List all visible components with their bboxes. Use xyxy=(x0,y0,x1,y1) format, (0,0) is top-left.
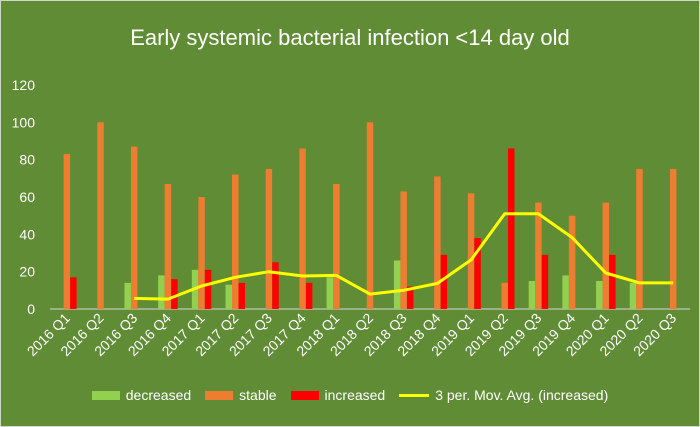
legend-label-stable: stable xyxy=(239,387,277,403)
bar-stable xyxy=(467,193,475,309)
bar-increased xyxy=(171,279,178,309)
bar-decreased xyxy=(225,284,233,309)
bar-stable xyxy=(400,191,407,309)
legend-item-increased: increased xyxy=(290,387,386,403)
bar-increased xyxy=(272,262,279,309)
chart-title: Early systemic bacterial infection <14 d… xyxy=(130,25,570,50)
bar-stable xyxy=(299,148,306,309)
bar-decreased xyxy=(326,277,334,309)
y-tick-label: 20 xyxy=(19,264,35,280)
bar-increased xyxy=(474,238,481,309)
bar-increased xyxy=(440,254,448,309)
bar-stable xyxy=(535,202,542,309)
bar-stable xyxy=(366,122,374,309)
bar-stable xyxy=(636,169,643,309)
bar-stable xyxy=(198,197,205,309)
bar-stable xyxy=(130,146,138,309)
y-tick-label: 0 xyxy=(27,301,35,317)
legend-swatch-decreased xyxy=(91,390,120,400)
y-tick-label: 60 xyxy=(19,189,35,205)
bar-decreased xyxy=(528,281,536,309)
legend-label-increased: increased xyxy=(324,387,386,403)
legend-label-moving-average: 3 per. Mov. Avg. (increased) xyxy=(435,387,609,403)
bar-stable xyxy=(602,202,610,309)
bar-decreased xyxy=(562,275,569,309)
legend-item-decreased: decreased xyxy=(91,387,192,403)
bar-stable xyxy=(265,169,273,309)
bar-decreased xyxy=(158,275,165,309)
bar-stable xyxy=(63,154,71,309)
bar-decreased xyxy=(393,260,401,309)
bar-increased xyxy=(406,286,414,309)
bar-stable xyxy=(669,169,677,309)
bar-decreased xyxy=(596,281,603,309)
legend-item-stable: stable xyxy=(205,387,277,403)
bar-decreased xyxy=(629,282,637,309)
legend-swatch-moving-average xyxy=(399,393,430,397)
bar-increased xyxy=(204,269,212,309)
moving-average-line xyxy=(134,212,674,301)
bar-stable xyxy=(333,183,340,309)
legend-swatch-stable xyxy=(205,390,234,400)
bar-increased xyxy=(305,282,313,309)
legend-item-moving-average: 3 per. Mov. Avg. (increased) xyxy=(399,387,608,403)
y-tick-label: 80 xyxy=(19,152,35,168)
bar-increased xyxy=(238,282,246,309)
bar-stable xyxy=(164,183,172,309)
y-tick-label: 100 xyxy=(12,114,36,130)
legend-label-decreased: decreased xyxy=(125,387,192,403)
bar-stable xyxy=(434,176,441,309)
bar-stable xyxy=(232,174,239,309)
bar-stable xyxy=(97,122,104,309)
y-tick-label: 120 xyxy=(12,77,36,93)
bar-increased xyxy=(609,254,616,309)
bar-increased xyxy=(70,277,77,309)
bar-decreased xyxy=(124,282,131,309)
legend: decreased stable increased 3 per. Mov. A… xyxy=(1,387,699,403)
bar-stable xyxy=(568,215,576,309)
bar-increased xyxy=(541,254,549,309)
bar-stable xyxy=(501,282,508,309)
legend-swatch-increased xyxy=(290,390,319,400)
bar-increased xyxy=(507,148,515,309)
y-tick-label: 40 xyxy=(19,226,35,242)
